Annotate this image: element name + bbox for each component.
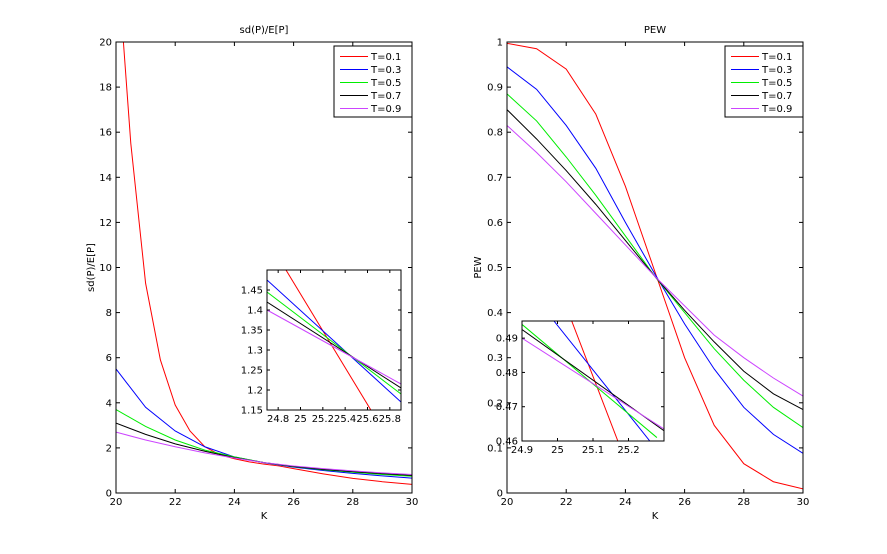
chart-left: 20 22 24 26 28 3002468101214161820sd(P)/E[P]K…	[86, 25, 418, 522]
left-xtick-label: 30	[406, 497, 419, 508]
left-series-t-0-9	[116, 431, 412, 476]
right-inset-xtick-label: 25.2	[617, 445, 639, 456]
right-xtick-label: 24	[619, 497, 632, 508]
left-series-group	[116, 42, 412, 485]
left-legend-label: T=0.5	[370, 78, 401, 89]
right-ytick-label: 0.8	[487, 128, 503, 139]
left-inset-ytick-label: 1.25	[241, 366, 263, 377]
left-inset-ytick-label: 1.15	[241, 406, 263, 417]
left-inset: 24.8 25 25.2 25.4 25.6 25.8 1.15 1.2 1.25 1.3 1.35…	[241, 269, 402, 425]
right-ytick-label: 0.2	[487, 398, 503, 409]
left-ytick-label: 4	[106, 398, 112, 409]
right-xtick-label: 20	[501, 497, 514, 508]
left-ytick-label: 6	[106, 353, 112, 364]
right-inset-series-t-0-3	[553, 321, 651, 441]
left-ytick-label: 12	[99, 218, 112, 229]
left-ytick-label: 8	[106, 308, 112, 319]
right-ytick-label: 0.1	[487, 443, 503, 454]
left-series-t-0-1	[122, 42, 412, 485]
left-legend-label: T=0.9	[370, 104, 401, 115]
left-inset-frame	[266, 269, 402, 411]
left-ytick-label: 2	[106, 443, 112, 454]
right-legend-label: T=0.5	[761, 78, 792, 89]
right-series-t-0-3	[507, 66, 803, 454]
left-inset-xtick-label: 25	[294, 414, 307, 425]
left-legend-box	[333, 45, 413, 118]
right-inset-ytick-label: 0.48	[496, 368, 518, 379]
right-legend-label: T=0.1	[761, 52, 792, 63]
left-ytick-label: 14	[99, 173, 112, 184]
left-legend: T=0.1 T=0.3 T=0.5 T=0.7 T=0.9	[333, 45, 413, 118]
right-xlabel: K	[652, 511, 659, 522]
left-legend-label: T=0.1	[370, 52, 401, 63]
left-xlabel: K	[261, 511, 268, 522]
left-xtick-label: 20	[110, 497, 123, 508]
left-inset-xtick-label: 25.2	[312, 414, 334, 425]
left-ytick-label: 16	[99, 128, 112, 139]
right-title: PEW	[644, 25, 666, 36]
left-xtick-label: 28	[346, 497, 359, 508]
left-ytick-label: 20	[99, 38, 112, 49]
right-inset-ytick-label: 0.47	[496, 402, 518, 413]
left-inset-series-t-0-5	[267, 291, 401, 395]
left-inset-ytick-label: 1.3	[247, 346, 263, 357]
left-inset-xtick-label: 25.6	[356, 414, 378, 425]
left-inset-ytick-label: 1.2	[247, 386, 263, 397]
left-inset-series-group	[267, 270, 401, 410]
right-legend-label: T=0.3	[761, 65, 792, 76]
right-inset-ytick-label: 0.46	[496, 437, 518, 448]
right-inset-xtick-label: 25.1	[582, 445, 604, 456]
left-legend-label: T=0.7	[370, 91, 401, 102]
right-xtick-label: 28	[737, 497, 750, 508]
left-title: sd(P)/E[P]	[240, 25, 289, 36]
left-inset-ytick-label: 1.35	[241, 326, 263, 337]
left-inset-ytick-label: 1.45	[241, 286, 263, 297]
right-inset-xtick-label: 25	[551, 445, 564, 456]
chart-right: 20 22 24 26 28 30 0 0.1 0.2 0.3 0.4 0.5 0.6 0.7 0.8 0.9…	[473, 25, 809, 522]
right-inset-plot-area	[522, 321, 664, 441]
right-ytick-label: 0	[497, 489, 503, 500]
right-legend-label: T=0.7	[761, 91, 792, 102]
left-inset-series-t-0-1	[285, 270, 372, 410]
left-ytick-label: 18	[99, 83, 112, 94]
left-inset-xtick-label: 25.4	[334, 414, 356, 425]
left-xtick-label: 22	[169, 497, 182, 508]
left-inset-ytick-label: 1.4	[247, 306, 263, 317]
left-inset-plot-area	[267, 270, 401, 410]
right-legend-label: T=0.9	[761, 104, 792, 115]
left-ytick-label: 0	[106, 489, 112, 500]
right-xtick-label: 22	[560, 497, 573, 508]
right-ytick-label: 1	[497, 38, 503, 49]
right-series-group	[507, 42, 803, 490]
right-ylabel: PEW	[473, 256, 484, 278]
left-ylabel: sd(P)/E[P]	[86, 243, 97, 292]
right-ytick-label: 0.4	[487, 308, 503, 319]
left-inset-series-t-0-3	[267, 279, 401, 403]
left-inset-xtick-label: 24.8	[267, 414, 289, 425]
right-ytick-label: 0.6	[487, 218, 503, 229]
right-inset-series-t-0-9	[522, 337, 664, 430]
right-inset-xtick-label: 24.9	[511, 445, 533, 456]
right-ytick-label: 0.3	[487, 353, 503, 364]
left-legend-label: T=0.3	[370, 65, 401, 76]
left-xtick-label: 26	[287, 497, 300, 508]
right-xtick-label: 26	[678, 497, 691, 508]
right-legend-box	[724, 45, 804, 118]
left-ytick-label: 10	[99, 263, 112, 274]
left-inset-xtick-label: 25.8	[379, 414, 401, 425]
left-xtick-label: 24	[228, 497, 241, 508]
right-ytick-label: 0.5	[487, 263, 503, 274]
right-series-t-0-1	[507, 42, 803, 490]
right-ytick-label: 0.9	[487, 83, 503, 94]
right-legend: T=0.1 T=0.3 T=0.5 T=0.7 T=0.9	[724, 45, 804, 118]
left-inset-series-t-0-9	[267, 309, 401, 385]
right-inset: 24.9 25 25.1 25.2 0.46 0.47 0.48 0.49	[496, 320, 665, 456]
right-xtick-label: 30	[797, 497, 810, 508]
right-ytick-label: 0.7	[487, 173, 503, 184]
left-inset-series-t-0-7	[267, 301, 401, 389]
right-inset-series-group	[522, 321, 664, 441]
right-inset-ytick-label: 0.49	[496, 334, 518, 345]
right-series-t-0-9	[507, 125, 803, 397]
